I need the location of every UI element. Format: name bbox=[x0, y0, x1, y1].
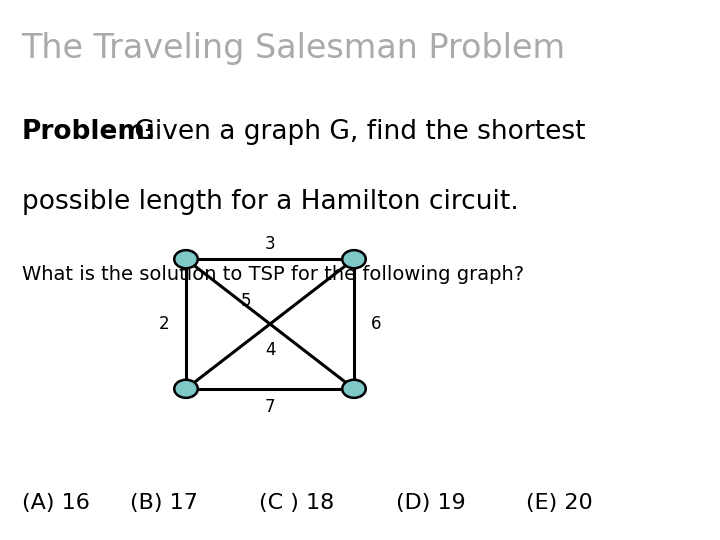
Text: 3: 3 bbox=[265, 235, 275, 253]
Text: (C ) 18: (C ) 18 bbox=[259, 493, 335, 513]
Text: 4: 4 bbox=[265, 341, 275, 359]
Text: (A) 16: (A) 16 bbox=[22, 493, 89, 513]
Text: What is the solution to TSP for the following graph?: What is the solution to TSP for the foll… bbox=[22, 265, 523, 284]
Text: possible length for a Hamilton circuit.: possible length for a Hamilton circuit. bbox=[22, 189, 518, 215]
Text: (E) 20: (E) 20 bbox=[526, 493, 593, 513]
Text: 2: 2 bbox=[159, 315, 169, 333]
Circle shape bbox=[342, 380, 366, 398]
Text: Given a graph G, find the shortest: Given a graph G, find the shortest bbox=[126, 119, 585, 145]
Circle shape bbox=[174, 380, 198, 398]
Text: 7: 7 bbox=[265, 398, 275, 416]
Text: (D) 19: (D) 19 bbox=[396, 493, 466, 513]
Circle shape bbox=[174, 250, 198, 268]
Text: (B) 17: (B) 17 bbox=[130, 493, 197, 513]
Text: 6: 6 bbox=[371, 315, 381, 333]
Text: Problem:: Problem: bbox=[22, 119, 156, 145]
Circle shape bbox=[342, 250, 366, 268]
Text: The Traveling Salesman Problem: The Traveling Salesman Problem bbox=[22, 32, 566, 65]
Text: 5: 5 bbox=[241, 292, 252, 309]
